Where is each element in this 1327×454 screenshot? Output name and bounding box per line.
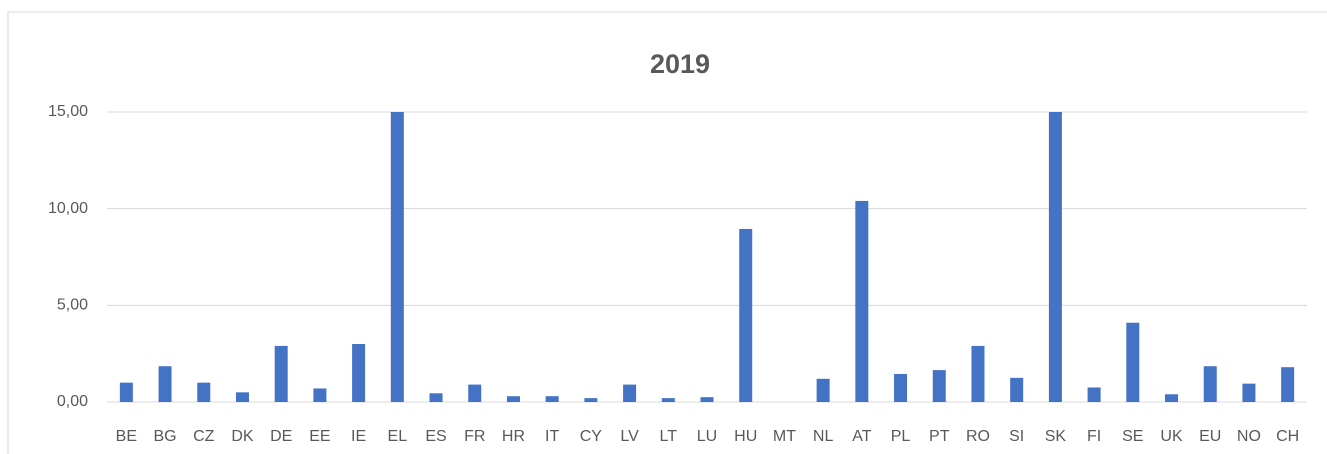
bar — [1010, 377, 1024, 402]
bar — [894, 373, 908, 402]
bar — [1203, 366, 1217, 402]
bar — [119, 382, 133, 402]
x-tick-label: EL — [388, 428, 408, 445]
x-tick-label: SE — [1122, 428, 1143, 445]
x-tick-label: BE — [116, 428, 137, 445]
bar — [545, 396, 559, 402]
x-tick-label: PL — [891, 428, 911, 445]
x-tick-label: EU — [1199, 428, 1221, 445]
x-tick-label: CH — [1276, 428, 1299, 445]
x-tick-label: UK — [1160, 428, 1183, 445]
x-tick-label: NO — [1237, 428, 1261, 445]
x-tick-label: ES — [425, 428, 446, 445]
bar — [235, 392, 249, 402]
x-tick-label: SK — [1045, 428, 1067, 445]
bar — [506, 396, 520, 402]
x-tick-label: LT — [660, 428, 678, 445]
x-tick-label: BG — [154, 428, 177, 445]
chart-title: 2019 — [650, 49, 710, 79]
bar — [700, 397, 714, 402]
bar — [468, 384, 482, 402]
bar — [1281, 367, 1295, 402]
bar — [352, 344, 366, 402]
x-tick-label: EE — [309, 428, 330, 445]
bar — [1165, 394, 1179, 402]
bar — [197, 382, 211, 402]
bar — [274, 345, 288, 402]
bar — [584, 398, 598, 402]
x-tick-label: DE — [270, 428, 292, 445]
bar — [1242, 383, 1256, 402]
x-tick-label: NL — [813, 428, 834, 445]
bar — [313, 388, 327, 402]
bar — [1087, 387, 1101, 402]
bar — [932, 370, 946, 402]
bar — [158, 366, 172, 402]
x-tick-label: IE — [351, 428, 366, 445]
x-tick-label: AT — [852, 428, 871, 445]
bar — [429, 393, 443, 402]
x-tick-label: MT — [773, 428, 796, 445]
y-tick-label: 15,00 — [48, 103, 88, 120]
x-tick-label: LV — [620, 428, 639, 445]
x-tick-label: RO — [966, 428, 990, 445]
x-tick-label: LU — [697, 428, 717, 445]
bar — [855, 200, 869, 402]
bar — [623, 384, 637, 402]
x-tick-label: DK — [231, 428, 254, 445]
x-tick-label: SI — [1009, 428, 1024, 445]
chart-frame — [7, 11, 1327, 454]
bar — [1126, 322, 1140, 402]
y-tick-label: 0,00 — [57, 393, 88, 410]
bar — [390, 112, 404, 402]
y-tick-label: 5,00 — [57, 297, 88, 314]
bar — [971, 345, 985, 402]
bar — [661, 398, 675, 402]
x-tick-label: CZ — [193, 428, 215, 445]
x-tick-label: FI — [1087, 428, 1101, 445]
x-tick-label: PT — [929, 428, 950, 445]
y-tick-label: 10,00 — [48, 200, 88, 217]
x-tick-label: FR — [464, 428, 485, 445]
bar — [1048, 112, 1062, 402]
x-tick-label: HR — [502, 428, 525, 445]
x-tick-label: CY — [580, 428, 603, 445]
bar — [816, 378, 830, 402]
x-tick-label: HU — [734, 428, 757, 445]
bar — [739, 228, 753, 402]
x-tick-label: IT — [545, 428, 559, 445]
